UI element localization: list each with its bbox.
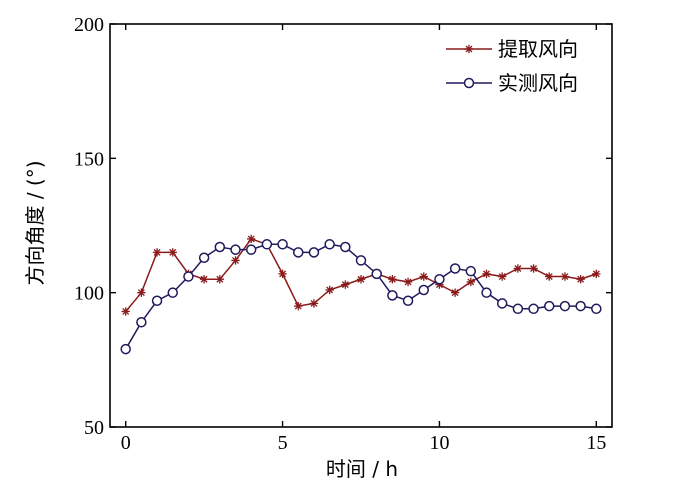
data-point: [450, 288, 460, 297]
y-tick-label: 50: [84, 417, 104, 439]
data-point: [198, 252, 210, 263]
data-point: [168, 248, 177, 257]
data-point: [482, 269, 491, 279]
data-point: [481, 287, 492, 298]
series-layer: [120, 234, 602, 355]
plot-frame: [109, 23, 613, 428]
data-point: [137, 288, 146, 297]
data-point: [121, 307, 130, 316]
data-point: [199, 275, 209, 284]
data-point: [434, 273, 445, 285]
data-point: [231, 256, 240, 265]
x-tick-label: 10: [429, 432, 449, 454]
axis-ticks: [110, 23, 612, 428]
data-point: [341, 280, 350, 289]
data-point: [576, 275, 585, 284]
plot-border: [109, 23, 613, 428]
data-point: [418, 284, 429, 296]
data-point: [496, 298, 508, 309]
data-point: [261, 239, 273, 250]
y-axis-label: 方向角度 / (°): [23, 160, 47, 285]
y-tick-label: 200: [74, 14, 104, 36]
data-point: [325, 285, 334, 295]
data-point: [277, 239, 288, 250]
data-point: [545, 272, 554, 281]
data-point: [464, 44, 474, 54]
legend-entry: 提取风向: [446, 37, 578, 61]
data-point: [575, 300, 586, 312]
data-point: [245, 244, 257, 255]
data-point: [340, 241, 351, 253]
data-point: [278, 269, 287, 279]
x-axis-label: 时间 / h: [326, 457, 398, 481]
data-point: [215, 275, 225, 284]
data-point: [463, 77, 475, 89]
data-point: [544, 300, 555, 312]
data-point: [497, 272, 507, 281]
data-point: [528, 303, 539, 315]
data-point: [183, 271, 194, 282]
data-point: [152, 248, 162, 257]
series-2: [120, 239, 602, 355]
data-point: [465, 265, 477, 277]
data-point: [513, 264, 523, 273]
data-point: [449, 263, 461, 274]
data-point: [591, 303, 602, 315]
axis-tick-labels: 0 5 10 15 50 100 150 200: [74, 14, 606, 454]
legend-entry: 实测风向: [446, 71, 578, 95]
data-point: [167, 287, 178, 298]
data-point: [560, 272, 570, 281]
legend-label: 实测风向: [498, 71, 578, 95]
x-tick-label: 5: [278, 432, 288, 454]
series-1: [121, 234, 601, 316]
data-point: [151, 295, 163, 306]
data-point: [402, 295, 414, 306]
data-point: [529, 264, 538, 273]
data-point: [293, 247, 304, 258]
data-point: [388, 275, 397, 284]
data-point: [592, 269, 601, 279]
data-point: [309, 299, 319, 308]
x-tick-label: 0: [121, 432, 131, 454]
data-point: [294, 301, 303, 311]
data-point: [559, 300, 571, 312]
y-tick-label: 150: [74, 148, 104, 170]
data-point: [214, 241, 226, 253]
x-tick-label: 15: [586, 432, 606, 454]
data-point: [466, 277, 476, 287]
data-point: [355, 255, 367, 266]
y-tick-label: 100: [74, 283, 104, 305]
data-point: [356, 275, 366, 284]
data-point: [136, 316, 147, 328]
data-point: [120, 343, 131, 355]
data-point: [371, 268, 382, 280]
data-point: [419, 272, 428, 281]
data-point: [246, 234, 256, 244]
data-point: [230, 244, 241, 255]
data-point: [403, 277, 413, 287]
legend-label: 提取风向: [498, 37, 578, 61]
data-point: [308, 247, 320, 258]
data-point: [324, 239, 335, 250]
data-point: [387, 290, 398, 301]
data-point: [512, 303, 524, 315]
